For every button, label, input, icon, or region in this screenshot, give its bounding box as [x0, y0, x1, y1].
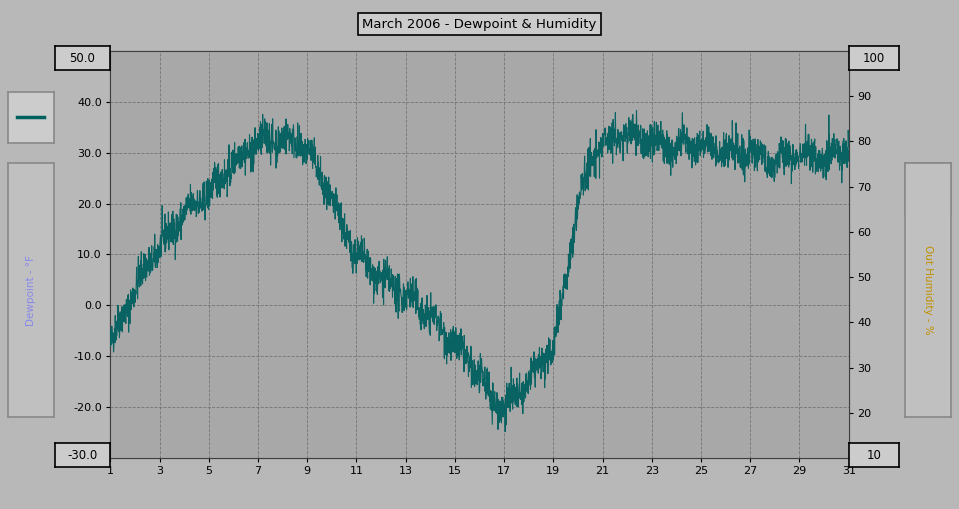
- Text: Out Humidity - %: Out Humidity - %: [924, 245, 933, 335]
- Text: 10: 10: [866, 448, 881, 462]
- Text: 100: 100: [862, 51, 885, 65]
- Text: -30.0: -30.0: [67, 448, 98, 462]
- Text: Dewpoint - °F: Dewpoint - °F: [26, 254, 35, 326]
- Text: 50.0: 50.0: [70, 51, 95, 65]
- Text: March 2006 - Dewpoint & Humidity: March 2006 - Dewpoint & Humidity: [363, 18, 596, 31]
